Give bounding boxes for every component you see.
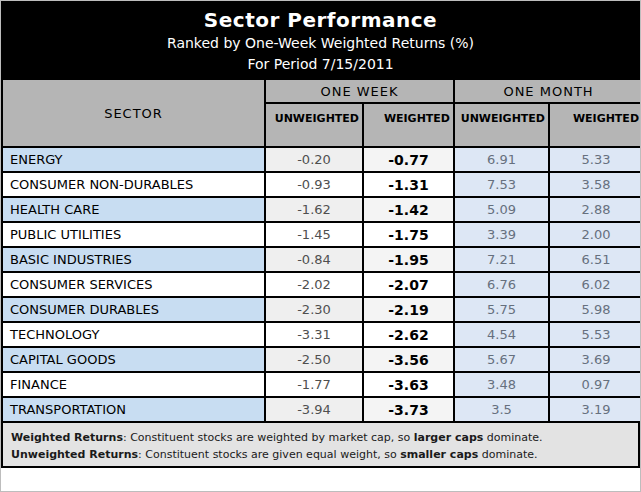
footnote-unweighted-text-end: dominate. [478, 448, 537, 461]
sector-cell: CONSUMER NON-DURABLES [2, 172, 265, 197]
week-unweighted-cell: -1.77 [265, 372, 363, 397]
footnote-unweighted-text: Constituent stocks are given equal weigh… [145, 448, 400, 461]
month-weighted-cell: 5.98 [549, 297, 641, 322]
week-weighted-cell: -0.77 [363, 147, 454, 172]
week-unweighted-cell: -2.02 [265, 272, 363, 297]
sector-cell: ENERGY [2, 147, 265, 172]
month-unweighted-cell: 5.75 [454, 297, 549, 322]
footnote-weighted-text-end: dominate. [483, 431, 542, 444]
month-weighted-cell: 6.02 [549, 272, 641, 297]
table-row-consumer-services: CONSUMER SERVICES -2.02 -2.07 6.76 6.02 [2, 272, 641, 297]
week-weighted-cell: -3.63 [363, 372, 454, 397]
week-weighted-cell: -3.73 [363, 397, 454, 422]
column-header-sector: SECTOR [2, 79, 265, 147]
footnote-weighted-text: Constituent stocks are weighted by marke… [130, 431, 414, 444]
week-unweighted-cell: -2.30 [265, 297, 363, 322]
month-unweighted-cell: 7.21 [454, 247, 549, 272]
month-weighted-cell: 5.33 [549, 147, 641, 172]
month-weighted-cell: 3.19 [549, 397, 641, 422]
table-row-capital-goods: CAPITAL GOODS -2.50 -3.56 5.67 3.69 [2, 347, 641, 372]
week-unweighted-cell: -1.45 [265, 222, 363, 247]
column-group-row: SECTOR ONE WEEK ONE MONTH [2, 79, 641, 103]
table-row-basic-industries: BASIC INDUSTRIES -0.84 -1.95 7.21 6.51 [2, 247, 641, 272]
month-unweighted-cell: 7.53 [454, 172, 549, 197]
table-row-public-utilities: PUBLIC UTILITIES -1.45 -1.75 3.39 2.00 [2, 222, 641, 247]
week-weighted-cell: -1.31 [363, 172, 454, 197]
title-bar: Sector Performance Ranked by One-Week We… [1, 1, 640, 78]
month-weighted-cell: 6.51 [549, 247, 641, 272]
column-header-month-unweighted: UNWEIGHTED [454, 103, 549, 147]
week-unweighted-cell: -3.31 [265, 322, 363, 347]
sector-performance-panel: Sector Performance Ranked by One-Week We… [0, 0, 641, 492]
week-unweighted-cell: -0.20 [265, 147, 363, 172]
month-unweighted-cell: 3.48 [454, 372, 549, 397]
week-unweighted-cell: -0.84 [265, 247, 363, 272]
footnote-weighted-emphasis: larger caps [414, 431, 484, 444]
week-weighted-cell: -1.75 [363, 222, 454, 247]
footnote-weighted: Weighted Returns: Constituent stocks are… [11, 429, 630, 446]
page-subtitle: Ranked by One-Week Weighted Returns (%) [1, 33, 640, 54]
week-weighted-cell: -2.62 [363, 322, 454, 347]
week-unweighted-cell: -2.50 [265, 347, 363, 372]
footnotes: Weighted Returns: Constituent stocks are… [1, 421, 640, 468]
month-weighted-cell: 2.00 [549, 222, 641, 247]
week-weighted-cell: -1.95 [363, 247, 454, 272]
sector-cell: PUBLIC UTILITIES [2, 222, 265, 247]
month-unweighted-cell: 6.91 [454, 147, 549, 172]
page-title: Sector Performance [1, 8, 640, 33]
month-unweighted-cell: 5.09 [454, 197, 549, 222]
sector-cell: BASIC INDUSTRIES [2, 247, 265, 272]
sector-cell: CONSUMER DURABLES [2, 297, 265, 322]
footnote-unweighted-label: Unweighted Returns [11, 448, 138, 461]
sector-cell: CONSUMER SERVICES [2, 272, 265, 297]
table-row-transportation: TRANSPORTATION -3.94 -3.73 3.5 3.19 [2, 397, 641, 422]
sector-performance-table: SECTOR ONE WEEK ONE MONTH UNWEIGHTED WEI… [1, 78, 641, 423]
month-unweighted-cell: 3.5 [454, 397, 549, 422]
month-unweighted-cell: 5.67 [454, 347, 549, 372]
month-unweighted-cell: 3.39 [454, 222, 549, 247]
column-header-week-unweighted: UNWEIGHTED [265, 103, 363, 147]
table-row-energy: ENERGY -0.20 -0.77 6.91 5.33 [2, 147, 641, 172]
month-weighted-cell: 5.53 [549, 322, 641, 347]
sector-cell: FINANCE [2, 372, 265, 397]
month-weighted-cell: 3.58 [549, 172, 641, 197]
footnote-unweighted-emphasis: smaller caps [400, 448, 478, 461]
table-row-consumer-durables: CONSUMER DURABLES -2.30 -2.19 5.75 5.98 [2, 297, 641, 322]
table-row-health-care: HEALTH CARE -1.62 -1.42 5.09 2.88 [2, 197, 641, 222]
sector-cell: TRANSPORTATION [2, 397, 265, 422]
column-header-week-weighted: WEIGHTED [363, 103, 454, 147]
month-unweighted-cell: 6.76 [454, 272, 549, 297]
table-row-finance: FINANCE -1.77 -3.63 3.48 0.97 [2, 372, 641, 397]
footnote-unweighted: Unweighted Returns: Constituent stocks a… [11, 446, 630, 463]
week-weighted-cell: -1.42 [363, 197, 454, 222]
week-unweighted-cell: -1.62 [265, 197, 363, 222]
week-weighted-cell: -3.56 [363, 347, 454, 372]
sector-cell: CAPITAL GOODS [2, 347, 265, 372]
week-weighted-cell: -2.07 [363, 272, 454, 297]
sector-cell: HEALTH CARE [2, 197, 265, 222]
month-weighted-cell: 3.69 [549, 347, 641, 372]
period-label: For Period 7/15/2011 [1, 54, 640, 75]
column-group-one-week: ONE WEEK [265, 79, 454, 103]
column-header-month-weighted: WEIGHTED [549, 103, 641, 147]
month-unweighted-cell: 4.54 [454, 322, 549, 347]
month-weighted-cell: 0.97 [549, 372, 641, 397]
footnote-weighted-label: Weighted Returns [11, 431, 123, 444]
table-row-technology: TECHNOLOGY -3.31 -2.62 4.54 5.53 [2, 322, 641, 347]
column-group-one-month: ONE MONTH [454, 79, 641, 103]
table-row-consumer-non-durables: CONSUMER NON-DURABLES -0.93 -1.31 7.53 3… [2, 172, 641, 197]
week-unweighted-cell: -0.93 [265, 172, 363, 197]
sector-cell: TECHNOLOGY [2, 322, 265, 347]
week-weighted-cell: -2.19 [363, 297, 454, 322]
week-unweighted-cell: -3.94 [265, 397, 363, 422]
month-weighted-cell: 2.88 [549, 197, 641, 222]
